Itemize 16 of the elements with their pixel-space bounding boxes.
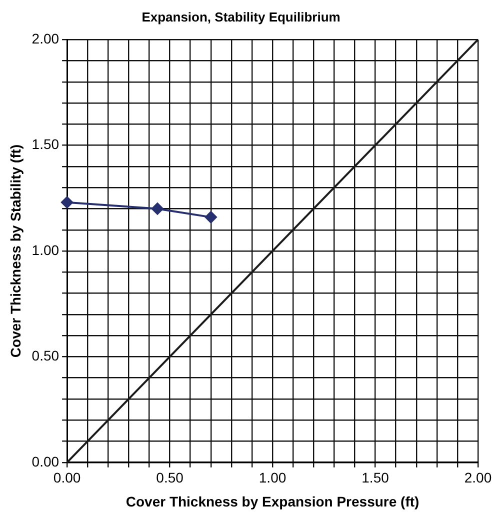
y-axis-title: Cover Thickness by Stability (ft) xyxy=(7,144,24,358)
x-tick-label: 2.00 xyxy=(464,470,492,486)
point xyxy=(151,202,164,215)
point xyxy=(204,211,217,224)
point xyxy=(61,196,74,208)
chart-title: Expansion, Stability Equilibrium xyxy=(142,9,340,24)
x-tick-label: 0.00 xyxy=(53,470,81,486)
x-tick-label: 1.00 xyxy=(258,470,286,486)
y-tick-label: 1.00 xyxy=(32,242,60,258)
x-tick-label: 1.50 xyxy=(362,470,390,486)
x-axis-title: Cover Thickness by Expansion Pressure (ft) xyxy=(126,493,420,510)
y-tick-label: 2.00 xyxy=(32,30,60,46)
y-tick-label: 0.00 xyxy=(32,453,60,470)
y-tick-label: 1.50 xyxy=(32,136,60,152)
y-tick-label: 0.50 xyxy=(32,348,60,364)
x-tick-label: 0.50 xyxy=(156,470,184,486)
